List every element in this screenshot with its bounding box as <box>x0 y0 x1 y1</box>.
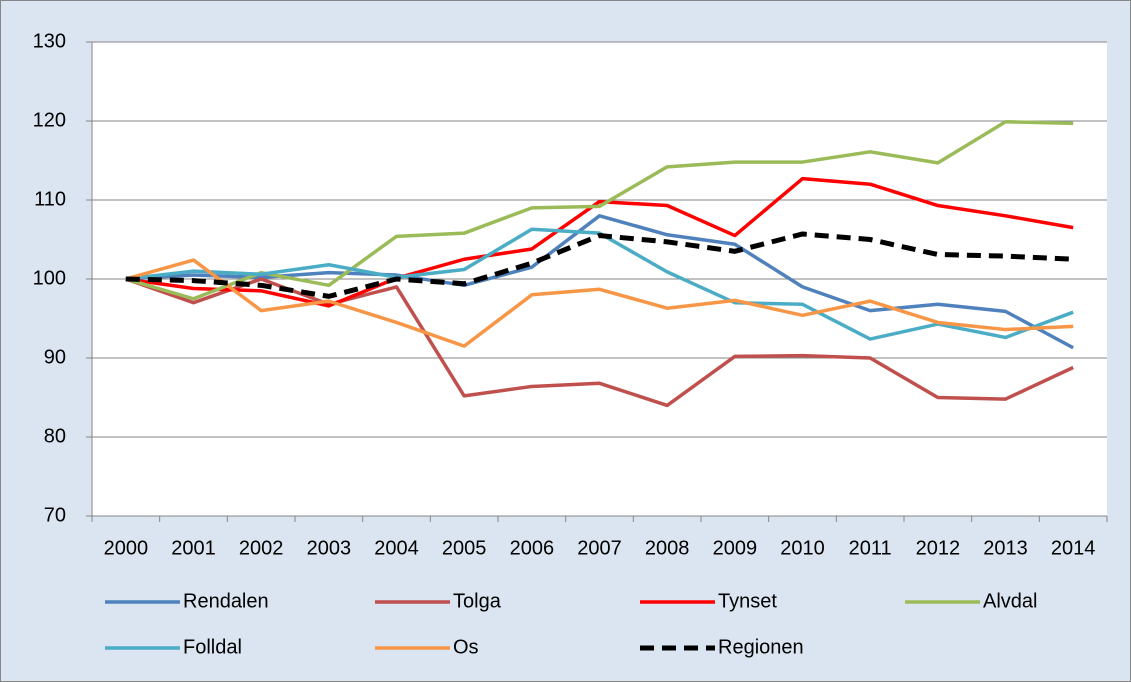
x-tick-label: 2001 <box>171 537 216 559</box>
legend-label: Os <box>453 636 479 658</box>
y-tick-label: 70 <box>44 504 66 526</box>
x-tick-label: 2003 <box>307 537 352 559</box>
x-tick-label: 2002 <box>239 537 284 559</box>
y-tick-label: 120 <box>33 109 66 131</box>
x-tick-label: 2013 <box>983 537 1028 559</box>
x-tick-label: 2006 <box>510 537 555 559</box>
x-tick-label: 2012 <box>916 537 961 559</box>
legend-label: Tynset <box>718 590 777 612</box>
x-tick-label: 2007 <box>577 537 622 559</box>
x-tick-label: 2004 <box>374 537 419 559</box>
y-tick-label: 110 <box>34 188 66 210</box>
legend-label: Regionen <box>718 636 804 658</box>
y-tick-label: 130 <box>33 30 66 52</box>
y-tick-label: 100 <box>33 267 66 289</box>
x-tick-label: 2000 <box>104 537 149 559</box>
legend-label: Folldal <box>183 636 242 658</box>
legend-label: Tolga <box>453 590 502 612</box>
y-tick-label: 80 <box>44 425 66 447</box>
x-tick-label: 2014 <box>1051 537 1096 559</box>
x-tick-label: 2009 <box>713 537 758 559</box>
series-line <box>125 176 1074 308</box>
legend-label: Rendalen <box>183 590 269 612</box>
x-tick-label: 2011 <box>849 537 892 559</box>
x-tick-label: 2005 <box>442 537 487 559</box>
y-tick-label: 90 <box>44 346 66 368</box>
x-tick-label: 2008 <box>645 537 690 559</box>
legend-label: Alvdal <box>983 590 1037 612</box>
series-line <box>125 258 1074 348</box>
x-tick-label: 2010 <box>780 537 825 559</box>
series-line <box>125 231 1074 299</box>
series-line <box>125 120 1074 301</box>
